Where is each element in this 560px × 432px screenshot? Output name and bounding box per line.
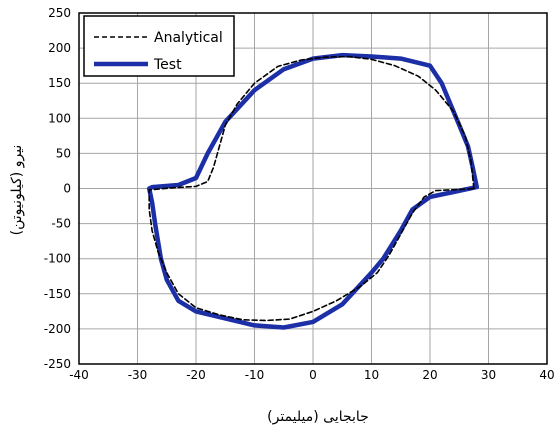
legend-label-test: Test <box>153 57 182 73</box>
y-tick-labels: -250 -200 -150 -100 -50 0 50 100 150 200 250 <box>44 6 71 371</box>
y-tick-label: -100 <box>44 252 71 266</box>
plot-frame <box>78 12 548 365</box>
series-line-test <box>146 52 480 330</box>
x-tick-labels: -40 -30 -20 -10 0 10 20 30 40 <box>69 368 554 382</box>
y-tick-label: -150 <box>44 287 71 301</box>
grid-layer <box>78 12 548 365</box>
x-tick-label: 30 <box>481 368 496 382</box>
y-tick-label: 50 <box>56 146 71 160</box>
y-tick-label: 150 <box>48 76 71 90</box>
x-tick-label: 0 <box>309 368 317 382</box>
x-tick-label: -40 <box>69 368 89 382</box>
y-tick-label: 100 <box>48 111 71 125</box>
y-tick-label: -200 <box>44 322 71 336</box>
x-tick-label: -30 <box>128 368 148 382</box>
x-tick-label: -10 <box>245 368 265 382</box>
y-tick-label: -250 <box>44 357 71 371</box>
y-tick-label: -50 <box>51 217 71 231</box>
series-line-analytical <box>148 55 475 322</box>
x-tick-label: -20 <box>186 368 206 382</box>
x-tick-label: 20 <box>422 368 437 382</box>
y-axis-title: نیرو (کیلونیوتن) <box>9 145 25 236</box>
frame-layer <box>78 12 548 365</box>
x-axis-title: جابجایی (میلیمتر) <box>267 409 369 425</box>
legend-label-analytical: Analytical <box>154 30 223 46</box>
x-tick-label: 10 <box>364 368 379 382</box>
y-tick-label: 250 <box>48 6 71 20</box>
y-tick-label: 200 <box>48 41 71 55</box>
y-tick-label: 0 <box>63 182 71 196</box>
legend: Analytical Test <box>83 15 235 77</box>
series-layer <box>146 52 480 330</box>
x-tick-label: 40 <box>539 368 554 382</box>
